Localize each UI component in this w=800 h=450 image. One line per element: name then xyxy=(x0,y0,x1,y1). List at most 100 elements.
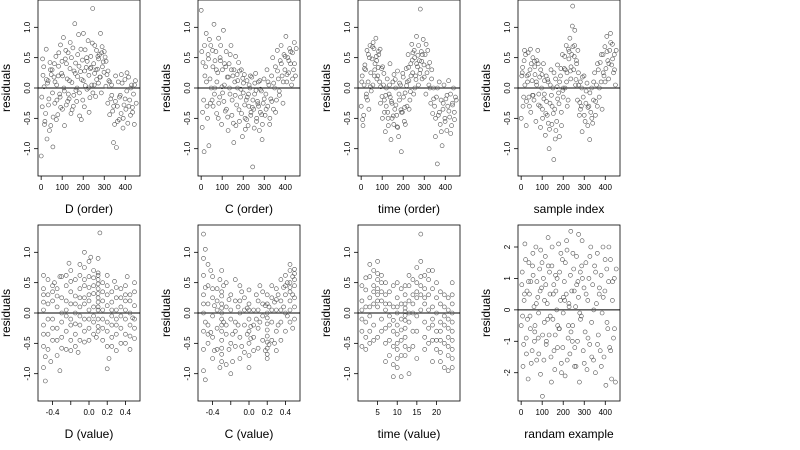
y-tick-label: -1.0 xyxy=(183,141,192,155)
data-point xyxy=(95,299,101,305)
data-point xyxy=(246,307,252,313)
data-point xyxy=(418,231,424,237)
data-point xyxy=(251,125,257,131)
data-point xyxy=(60,73,65,79)
data-point xyxy=(95,316,101,322)
data-point xyxy=(104,273,110,278)
data-point xyxy=(42,119,48,124)
data-point xyxy=(536,351,542,357)
data-point xyxy=(374,76,380,82)
data-point xyxy=(208,85,214,91)
data-point xyxy=(441,304,447,310)
data-point xyxy=(416,82,421,88)
data-point xyxy=(105,100,111,106)
data-point xyxy=(400,71,406,76)
data-point xyxy=(450,102,455,108)
data-point xyxy=(441,292,447,298)
data-point xyxy=(90,6,95,11)
y-tick-label: 0.5 xyxy=(23,52,32,64)
data-point xyxy=(50,283,55,289)
data-point xyxy=(394,124,400,130)
data-point xyxy=(387,61,393,67)
data-point xyxy=(269,319,275,325)
data-point xyxy=(86,292,92,298)
data-point xyxy=(124,88,130,94)
data-point xyxy=(290,274,296,279)
point-series xyxy=(358,6,459,167)
data-point xyxy=(95,324,101,329)
data-point xyxy=(582,119,588,124)
data-point xyxy=(613,379,618,385)
data-point xyxy=(246,353,252,358)
data-point xyxy=(600,244,606,250)
data-point xyxy=(232,79,238,85)
data-point xyxy=(518,323,524,328)
data-point xyxy=(564,238,569,243)
data-point xyxy=(260,122,265,127)
data-point xyxy=(290,325,296,331)
data-point xyxy=(79,117,84,122)
data-point xyxy=(257,319,263,325)
data-point xyxy=(533,79,539,85)
data-point xyxy=(50,114,56,120)
data-point xyxy=(237,283,243,289)
x-tick-label: 100 xyxy=(56,183,70,192)
x-tick-label: 400 xyxy=(119,183,133,192)
y-tick-label: 1 xyxy=(503,276,512,281)
data-point xyxy=(546,146,552,151)
data-point xyxy=(608,257,613,262)
data-point xyxy=(257,110,263,115)
data-point xyxy=(234,72,240,77)
data-point xyxy=(41,299,46,305)
data-point xyxy=(291,67,296,73)
data-point xyxy=(214,298,220,304)
data-point xyxy=(446,78,451,83)
data-point xyxy=(609,62,614,68)
data-point xyxy=(548,354,554,360)
data-point xyxy=(585,105,591,110)
data-point xyxy=(219,289,224,295)
data-point xyxy=(211,21,217,27)
data-point xyxy=(399,110,404,115)
data-point xyxy=(545,77,551,82)
data-point xyxy=(537,288,543,294)
data-point xyxy=(359,283,365,289)
data-point xyxy=(569,288,575,294)
data-point xyxy=(363,304,369,310)
data-point xyxy=(363,334,369,340)
data-point xyxy=(554,307,560,313)
data-point xyxy=(253,316,259,322)
data-point xyxy=(428,100,434,106)
data-point xyxy=(251,307,256,313)
data-point xyxy=(99,44,105,50)
data-point xyxy=(406,298,412,304)
data-point xyxy=(401,94,406,100)
data-point xyxy=(423,91,429,97)
data-point xyxy=(577,269,583,275)
data-point xyxy=(95,328,101,334)
data-point xyxy=(436,79,442,85)
data-point xyxy=(253,292,259,298)
data-point xyxy=(255,99,260,104)
data-point xyxy=(51,74,57,80)
data-point xyxy=(48,123,54,128)
data-point xyxy=(394,322,400,328)
data-point xyxy=(272,85,277,91)
data-point xyxy=(284,79,290,85)
data-point xyxy=(246,340,252,346)
data-point xyxy=(438,350,443,355)
data-point xyxy=(541,91,547,97)
data-point xyxy=(68,322,74,328)
data-point xyxy=(57,94,63,100)
data-point xyxy=(553,128,559,133)
y-tick-label: -0.5 xyxy=(183,336,192,350)
data-point xyxy=(242,102,247,108)
data-point xyxy=(50,337,55,343)
data-point xyxy=(532,64,538,70)
data-point xyxy=(68,279,74,284)
data-point xyxy=(390,328,396,334)
y-tick-label: -0.5 xyxy=(23,111,32,125)
data-point xyxy=(400,74,406,80)
x-tick-label: 0.2 xyxy=(262,408,274,417)
data-point xyxy=(563,43,569,48)
